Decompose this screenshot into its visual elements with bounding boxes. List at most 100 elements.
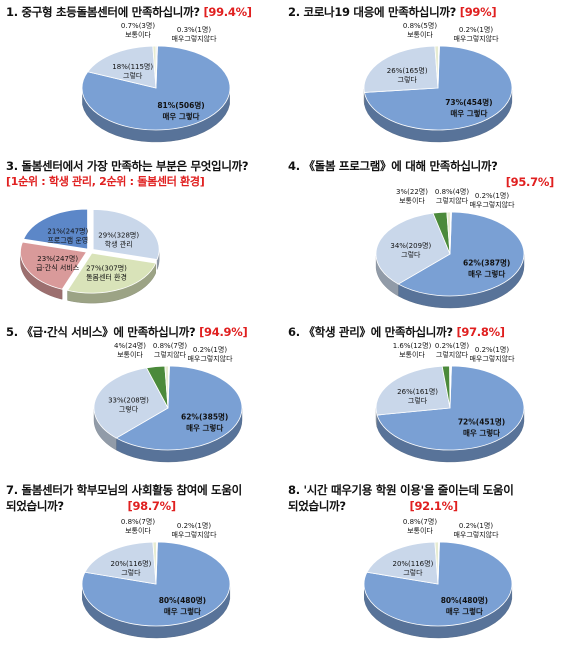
slice-value-label: 26%(161명) [397,387,438,396]
slice-category-label: 돌봄센터 환경 [86,273,127,282]
satisfaction-rate: [92.1%] [409,499,459,513]
chart-panel-2: 2. 코로나19 대응에 만족하십니까? [99%] 73%(454명) 매우 그… [288,4,566,148]
satisfaction-rate: [97.8%] [456,325,505,339]
slice-category-label: 그렇다 [121,568,141,577]
pie-slice [437,45,440,89]
chart-subtitle: [1순위 : 학생 관리, 2순위 : 돌봄센터 환경] [6,175,205,188]
chart-panel-1: 1. 중구형 초등돌봄센터에 만족하십니까? [99.4%] 81%(506명)… [6,4,284,148]
slice-category-label: 프로그램 운영 [47,236,88,245]
slice-category-label: 매우그렇지않다 [469,200,515,209]
slice-category-label: 그렇다 [401,250,421,259]
pie-chart-6: 72%(451명)매우 그렇다 26%(161명)그렇다 1.6%(12명)보통이다… [375,341,525,463]
pie-slice [81,541,231,627]
slice-value-label: 21%(247명) [47,227,88,236]
chart-panel-6: 6. 《학생 관리》에 만족하십니까? [97.8%] 72%(451명) 매우 … [288,324,566,474]
slice-category-label: 매우 그렇다 [463,427,500,437]
slice-value-label: 0.2%(1명) [435,341,469,350]
chart-panel-5: 5. 《급·간식 서비스》에 만족하십니까? [94.9%] 62%(385명)… [6,324,284,474]
pie-slice [155,45,158,89]
slice-category-label: 그렇다 [119,405,139,414]
chart-title: 3. 돌봄센터에서 가장 만족하는 부분은 무엇입니까? [6,159,249,173]
slice-category-label: 매우그렇지않다 [453,530,499,539]
chart-panel-8: 8. '시간 때우기용 학원 이용'을 줄이는데 도움이 되었습니까? [92.… [288,482,566,642]
pie-slice [115,365,243,451]
satisfaction-rate: [95.7%] [505,175,555,189]
pie-slice [23,208,88,250]
pie-slice [66,252,157,294]
slice-value-label: 33%(208명) [108,396,149,405]
slice-category-label: 매우 그렇다 [164,606,201,616]
pie-slice [366,541,439,585]
slice-category-label: 보통이다 [125,526,151,535]
satisfaction-rate: [99.4%] [203,5,252,19]
slice-category-label: 매우그렇지않다 [171,34,217,43]
slice-value-label: 80%(480명) [441,595,488,605]
pie-group [20,208,160,304]
slice-value-label: 0.3%(1명) [177,25,211,34]
chart-panel-3: 3. 돌봄센터에서 가장 만족하는 부분은 무엇입니까? [1순위 : 학생 관… [6,158,284,317]
pie-chart-2: 73%(454명)매우 그렇다 26%(165명)그렇다 0.8%(5명)보통이다 0… [363,21,513,143]
slice-value-label: 62%(387명) [463,257,510,267]
slice-value-label: 73%(454명) [445,97,492,107]
slice-category-label: 보통이다 [125,30,151,39]
slice-value-label: 0.2%(1명) [475,345,509,354]
slice-category-label: 매우 그렇다 [468,268,505,278]
chart-title: 1. 중구형 초등돌봄센터에 만족하십니까? [99.4%] [6,5,252,19]
pie-slice [449,365,452,409]
slice-category-label: 매우 그렇다 [162,111,199,121]
slice-category-label: 그렇다 [403,568,423,577]
slice-value-label: 0.2%(1명) [177,521,211,530]
chart-title: 4. 《돌봄 프로그램》에 대해 만족하십니까? [288,159,498,173]
chart-title: 6. 《학생 관리》에 만족하십니까? [97.8%] [288,325,505,339]
slice-value-label: 0.2%(1명) [475,191,509,200]
pie-group [93,365,243,463]
slice-value-label: 0.8%(7명) [153,341,187,350]
chart-title: 2. 코로나19 대응에 만족하십니까? [99%] [288,5,497,19]
chart-title: 7. 돌봄센터가 학부모님의 사회활동 참여에 도움이 [6,483,242,497]
slice-category-label: 그렇지않다 [436,196,469,205]
slice-value-label: 0.8%(7명) [121,517,155,526]
pie-group [375,211,525,309]
slice-value-label: 1.6%(12명) [393,341,432,350]
slice-category-label: 매우그렇지않다 [187,354,233,363]
pie-slice [397,211,525,297]
slice-value-label: 18%(115명) [112,62,153,71]
pie-chart-4: 62%(387명)매우 그렇다 34%(209명)그렇다 3%(22명)보통이다 0.… [375,187,525,309]
pie-slice [92,209,160,260]
pie-group [81,541,231,639]
pie-slice [20,241,88,290]
slice-value-label: 23%(247명) [37,254,78,263]
slice-value-label: 0.8%(5명) [403,21,437,30]
slice-category-label: 보통이다 [407,30,433,39]
chart-panel-4: 4. 《돌봄 프로그램》에 대해 만족하십니까? [95.7%] 62%(387… [288,158,566,318]
pie-slice [376,365,525,451]
slice-value-label: 20%(116명) [110,559,151,568]
slice-category-label: 보통이다 [399,196,425,205]
satisfaction-rate: [94.9%] [199,325,248,339]
slice-value-label: 27%(307명) [86,264,127,273]
pie-chart-1: 81%(506명)매우 그렇다 18%(115명)그렇다 0.7%(3명)보통이다 0… [81,21,231,143]
slice-value-label: 0.8%(4명) [435,187,469,196]
slice-value-label: 0.7%(3명) [121,21,155,30]
pie-group [375,365,525,463]
pie-slice [155,541,158,585]
chart-title: 8. '시간 때우기용 학원 이용'을 줄이는데 도움이 [288,483,514,497]
pie-chart-8: 80%(480명)매우 그렇다 20%(116명)그렇다 0.8%(7명)보통이다 0… [363,517,513,639]
slice-value-label: 0.2%(1명) [459,25,493,34]
slice-category-label: 매우그렇지않다 [171,530,217,539]
pie-slice [363,45,439,93]
pie-slice [363,541,513,627]
slice-category-label: 그렇지않다 [154,350,187,359]
slice-value-label: 34%(209명) [390,241,431,250]
pie-slice [84,541,157,585]
pie-slice [437,541,440,585]
slice-category-label: 매우그렇지않다 [453,34,499,43]
slice-value-label: 0.2%(1명) [459,521,493,530]
slice-category-label: 보통이다 [117,350,143,359]
pie-group [81,45,231,143]
slice-value-label: 62%(385명) [181,411,228,421]
slice-value-label: 0.8%(7명) [403,517,437,526]
pie-slice [375,365,451,416]
slice-value-label: 4%(24명) [114,341,146,350]
pie-chart-5: 62%(385명)매우 그렇다 33%(208명)그렇다 4%(24명)보통이다 0.… [93,341,243,463]
